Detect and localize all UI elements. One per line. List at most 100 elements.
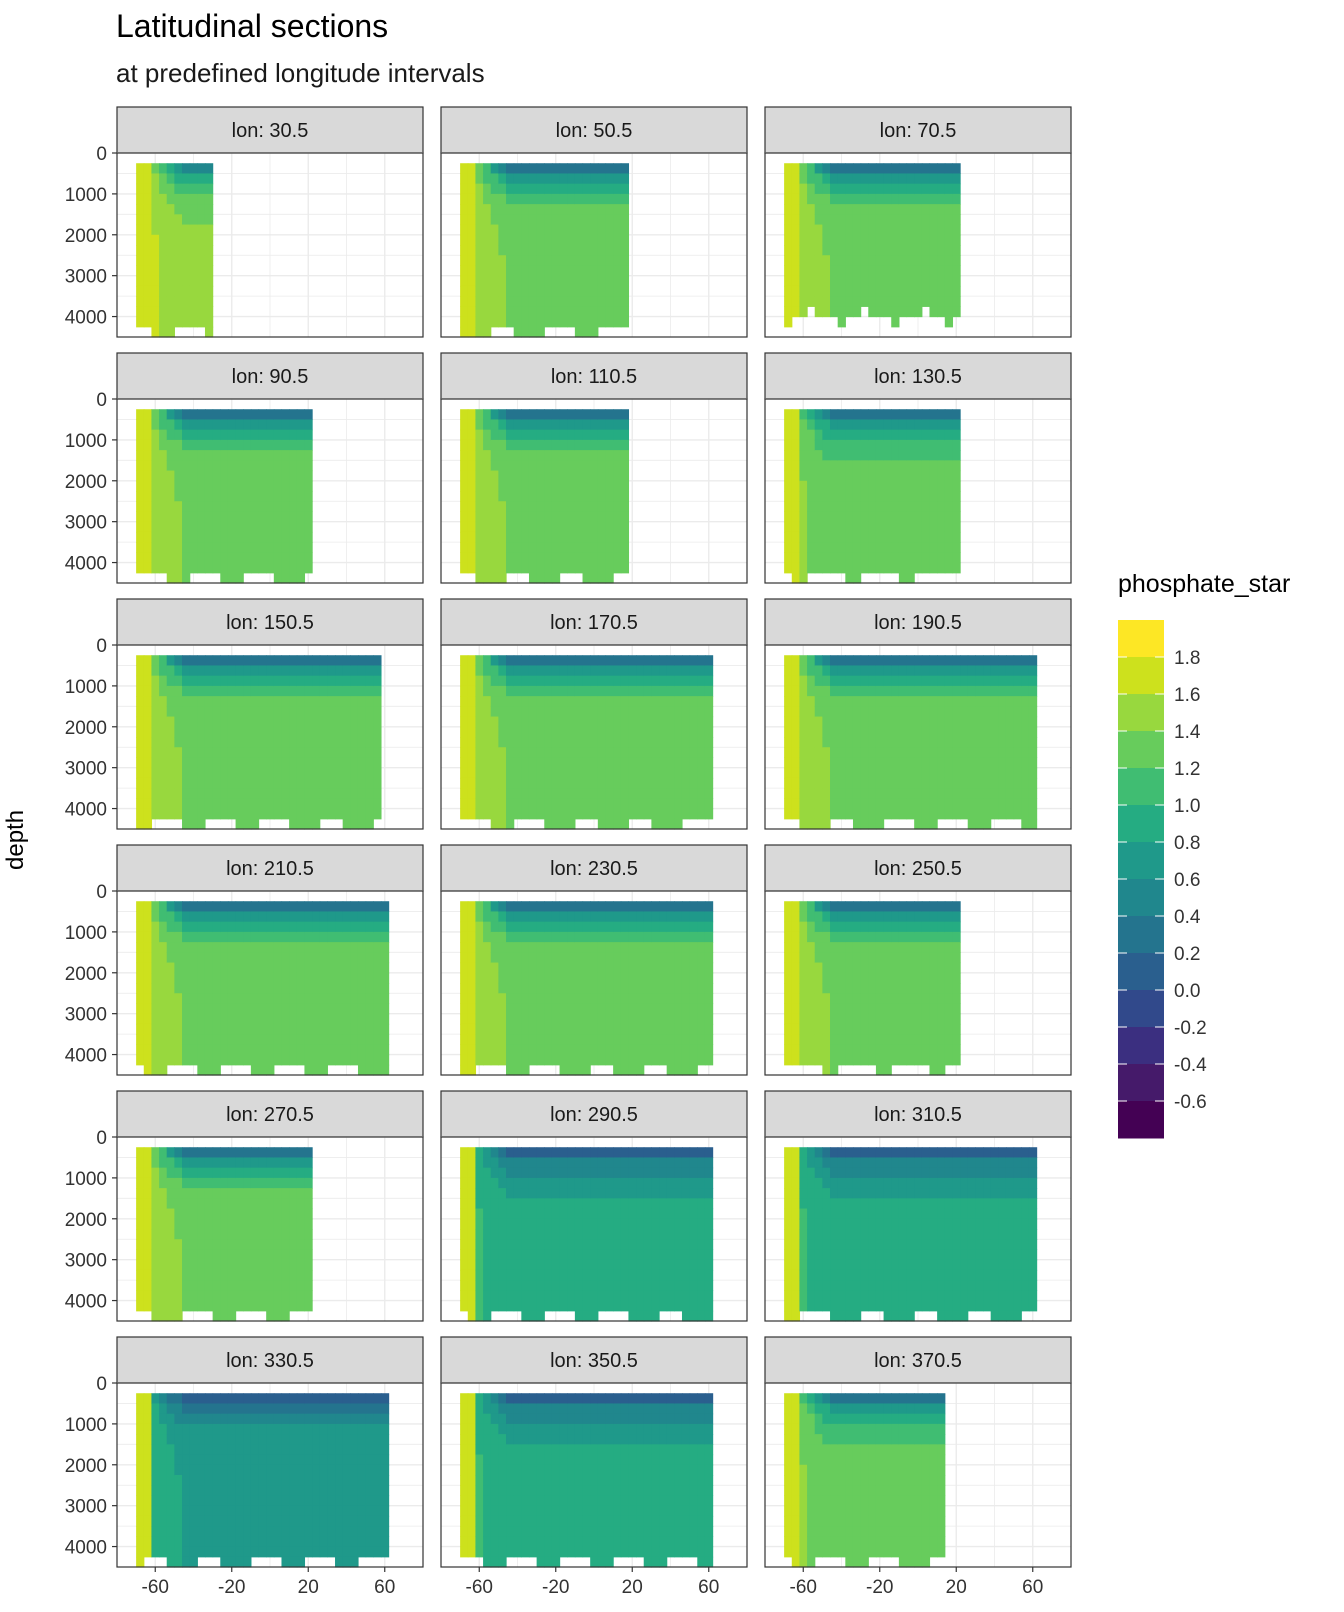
section-cell — [521, 716, 530, 728]
y-tick-label: 0 — [96, 636, 107, 657]
section-cell — [613, 224, 622, 236]
section-cell — [266, 665, 275, 677]
section-cell — [544, 224, 553, 236]
section-cell — [605, 480, 614, 492]
section-cell — [166, 921, 175, 933]
section-cell — [513, 665, 522, 677]
section-cell — [636, 777, 645, 789]
section-cell — [697, 901, 706, 913]
section-cell — [197, 470, 206, 482]
section-cell — [151, 296, 160, 307]
section-cell — [258, 675, 267, 687]
section-cell — [998, 798, 1007, 810]
section-cell — [868, 255, 877, 267]
section-cell — [689, 911, 698, 923]
section-cell — [204, 409, 214, 421]
section-cell — [643, 747, 652, 759]
section-cell — [281, 901, 290, 913]
section-cell — [350, 818, 359, 830]
section-cell — [342, 1023, 351, 1035]
section-cell — [357, 1034, 367, 1045]
section-cell — [235, 942, 244, 953]
section-cell — [921, 491, 931, 502]
section-cell — [296, 737, 306, 748]
section-cell — [250, 983, 260, 994]
section-cell — [914, 214, 923, 226]
section-cell — [136, 234, 145, 246]
section-cell — [906, 757, 915, 769]
section-cell — [830, 767, 839, 779]
section-cell — [528, 409, 538, 421]
section-cell — [312, 798, 321, 810]
section-cell — [319, 911, 328, 923]
section-cell — [590, 326, 599, 338]
section-cell — [189, 962, 198, 974]
section-cell — [807, 234, 816, 246]
section-cell — [528, 665, 538, 677]
section-cell — [574, 521, 584, 533]
section-cell — [342, 942, 351, 953]
section-cell — [852, 511, 862, 523]
section-cell — [822, 542, 831, 553]
section-cell — [528, 214, 538, 226]
section-cell — [159, 285, 168, 297]
section-cell — [166, 993, 175, 1005]
section-cell — [1021, 706, 1030, 718]
section-cell — [582, 429, 591, 441]
section-cell — [460, 1013, 469, 1025]
section-cell — [567, 737, 576, 748]
section-cell — [327, 696, 336, 707]
section-cell — [697, 931, 706, 943]
section-cell — [837, 163, 846, 175]
section-cell — [704, 757, 714, 769]
section-cell — [475, 1034, 484, 1045]
section-cell — [620, 808, 630, 820]
section-cell — [365, 808, 374, 820]
section-cell — [883, 173, 892, 185]
section-cell — [159, 521, 168, 533]
section-cell — [891, 316, 900, 328]
section-cell — [1005, 757, 1015, 769]
section-cell — [659, 942, 668, 953]
section-cell — [929, 204, 938, 215]
section-cell — [151, 1054, 160, 1066]
section-cell — [636, 1064, 645, 1076]
section-cell — [597, 480, 607, 492]
section-cell — [342, 911, 351, 923]
section-cell — [220, 962, 229, 974]
section-cell — [243, 1013, 252, 1025]
section-cell — [227, 911, 237, 923]
section-cell — [498, 470, 507, 482]
section-cell — [952, 183, 961, 195]
section-cell — [159, 542, 168, 553]
section-cell — [868, 685, 877, 697]
section-cell — [498, 501, 507, 513]
section-cell — [914, 224, 923, 236]
section-cell — [460, 326, 469, 338]
section-cell — [582, 1064, 591, 1076]
section-cell — [250, 1044, 260, 1056]
section-cell — [460, 788, 469, 799]
section-cell — [151, 665, 160, 677]
section-cell — [852, 470, 862, 482]
section-cell — [189, 531, 198, 543]
section-cells — [136, 901, 390, 1076]
section-cell — [830, 193, 839, 205]
section-cell — [590, 214, 599, 226]
section-cell — [460, 531, 469, 543]
section-cell — [243, 531, 252, 543]
section-cell — [620, 798, 630, 810]
section-cell — [868, 798, 877, 810]
section-cell — [467, 234, 477, 246]
section-cell — [182, 501, 191, 513]
section-cell — [799, 818, 808, 830]
section-cell — [807, 429, 816, 441]
section-cell — [898, 491, 908, 502]
section-cell — [220, 798, 229, 810]
section-cell — [837, 439, 846, 451]
section-cell — [582, 521, 591, 533]
section-cell — [506, 993, 515, 1005]
section-cell — [182, 552, 191, 564]
section-cell — [258, 952, 267, 964]
section-cell — [791, 429, 801, 441]
